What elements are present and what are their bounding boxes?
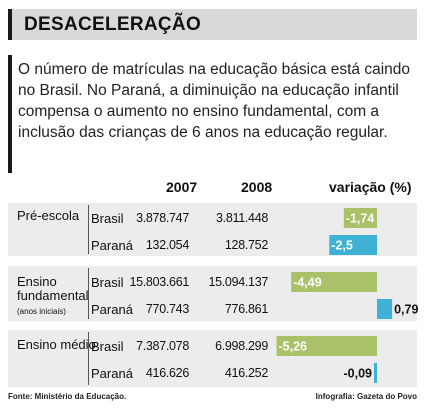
- variation-bar: [276, 336, 377, 356]
- value-2007: 132.054: [145, 238, 189, 252]
- column-header-2008: 2008: [241, 179, 273, 195]
- source-note: Fonte: Ministério da Educação.: [8, 392, 127, 401]
- variation-label: -5,26: [279, 340, 308, 354]
- row-region: Brasil: [91, 211, 124, 226]
- group-divider: [88, 205, 89, 254]
- variation-bar: [291, 272, 377, 292]
- row-region: Paraná: [91, 238, 133, 253]
- group-label-medio: Ensino médio: [17, 338, 96, 352]
- value-2007: 3.878.747: [136, 211, 189, 225]
- group-divider: [88, 332, 89, 385]
- value-2007: 770.743: [145, 302, 189, 316]
- intro-text: O número de matrículas na educação básic…: [18, 61, 411, 141]
- group-label-fundamental: Ensino fundamental (anos iniciais): [17, 275, 89, 319]
- value-2008: 3.811.448: [216, 211, 268, 225]
- chart-header: DESACELERAÇÃO: [8, 9, 417, 40]
- group-label-text: Ensino fundamental: [17, 274, 89, 303]
- variation-bar: [343, 208, 377, 228]
- row-region: Brasil: [91, 339, 124, 354]
- variation-label: -0,09: [344, 367, 373, 381]
- value-2007: 15.803.661: [129, 275, 189, 289]
- variation-bar: [374, 363, 377, 383]
- variation-bar: [377, 299, 393, 319]
- column-header-variation: variação (%): [329, 179, 412, 195]
- group-divider: [88, 268, 89, 319]
- credit-note: Infografia: Gazeta do Povo: [315, 392, 417, 401]
- chart-title: DESACELERAÇÃO: [24, 14, 202, 35]
- column-header-2007: 2007: [166, 179, 198, 195]
- variation-label: -1,74: [346, 212, 375, 226]
- intro-block: O número de matrículas na educação básic…: [8, 55, 417, 173]
- row-region: Brasil: [91, 275, 124, 290]
- variation-label: -4,49: [293, 276, 322, 290]
- variation-label: 0,79: [394, 303, 418, 317]
- value-2008: 776.861: [224, 302, 268, 316]
- group-sublabel-text: (anos iniciais): [17, 307, 66, 316]
- value-2008: 128.752: [224, 238, 268, 252]
- group-label-text: Pré-escola: [17, 208, 80, 223]
- variation-bar: [329, 235, 378, 255]
- row-region: Paraná: [91, 366, 133, 381]
- variation-label: -2,5: [331, 239, 353, 253]
- group-label-text: Ensino médio: [17, 337, 96, 352]
- group-label-pre-escola: Pré-escola: [17, 209, 79, 223]
- row-region: Paraná: [91, 302, 133, 317]
- value-2008: 416.252: [224, 366, 268, 380]
- value-2008: 6.998.299: [215, 339, 268, 353]
- value-2007: 416.626: [145, 366, 189, 380]
- value-2007: 7.387.078: [136, 339, 189, 353]
- value-2008: 15.094.137: [208, 275, 268, 289]
